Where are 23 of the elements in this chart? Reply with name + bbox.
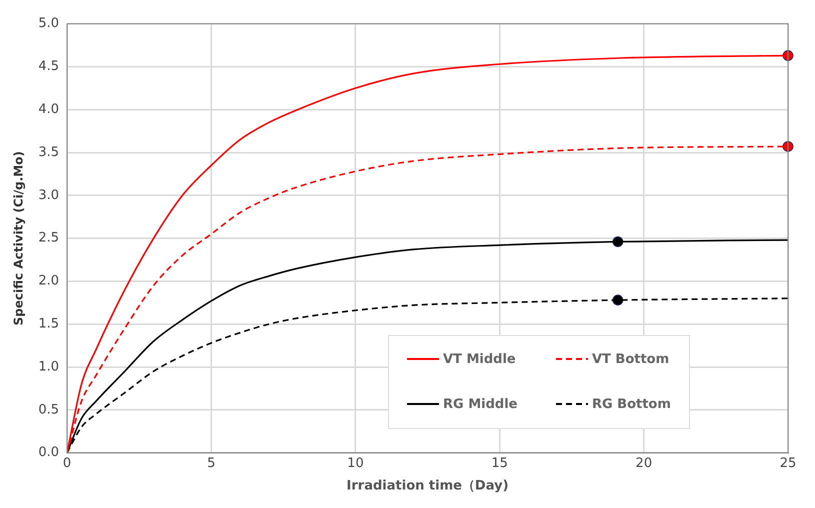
x-tick-label: 10: [347, 456, 364, 471]
legend-label: VT Middle: [443, 352, 516, 367]
x-axis-title: Irradiation time（Day): [346, 478, 509, 494]
y-tick-label: 5.0: [38, 16, 60, 32]
y-axis-title: Specific Activity (Ci/g.Mo): [11, 151, 26, 326]
y-tick-label: 3.0: [38, 188, 60, 203]
legend-label: RG Bottom: [592, 396, 671, 412]
y-tick-label: 2.0: [38, 274, 60, 289]
y-tick-label: 4.5: [38, 59, 60, 74]
legend-label: RG Middle: [443, 396, 518, 412]
y-tick-label: 3.5: [38, 144, 60, 160]
x-tick-label: 15: [491, 456, 508, 471]
x-tick-label: 25: [780, 456, 796, 471]
x-tick-label: 20: [636, 456, 652, 471]
y-tick-label: 2.5: [38, 230, 60, 246]
y-tick-label: 4.0: [38, 102, 60, 117]
y-tick-label: 0.0: [38, 445, 60, 460]
y-tick-label: 1.5: [38, 316, 60, 332]
y-tick-label: 1.0: [38, 359, 60, 374]
x-tick-label: 5: [207, 456, 216, 471]
y-tick-label: 0.5: [38, 402, 60, 418]
legend-label: VT Bottom: [592, 352, 670, 367]
x-tick-label: 0: [62, 456, 72, 471]
